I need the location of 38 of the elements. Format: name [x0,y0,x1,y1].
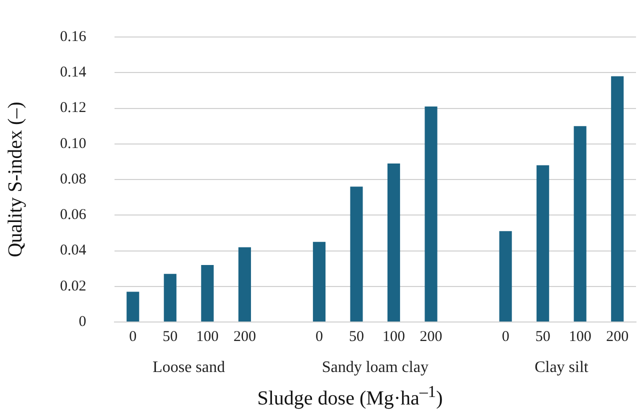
text: Clay silt [534,359,589,376]
y-tick-label: 0.16 [60,28,87,45]
bar [238,247,251,322]
x-tick-label: 100 [568,328,592,345]
x-tick-label: 50 [162,328,178,345]
bar [611,76,624,322]
y-tick-label: 0.06 [60,207,87,224]
bar [424,106,438,322]
bar [387,163,400,322]
y-tick-label: 0.08 [60,171,86,188]
y-tick-label: 0.10 [60,136,86,152]
bar [164,274,176,322]
x-tick-label: 0 [315,328,323,345]
x-tick-label: 50 [535,328,550,345]
x-axis-title: Sludge dose (Mg·ha$^{–1}$) [256,382,444,411]
bar [350,186,363,322]
x-tick-label: 0 [502,328,510,345]
text: Loose sand [152,359,226,376]
bar [536,165,550,322]
x-tick-label: 0 [129,328,137,345]
y-tick-label: 0.04 [60,242,87,259]
bar [312,242,326,322]
y-tick-label: 0.14 [60,64,87,81]
x-tick-label: 100 [196,328,219,345]
x-tick-label: 200 [420,328,442,345]
y-tick-label: 0 [78,314,86,330]
x-tick-label: 100 [382,328,406,345]
x-tick-label: 200 [233,328,256,345]
x-tick-label: 200 [606,328,629,345]
bar [499,231,512,322]
y-tick-label: 0.02 [60,278,86,294]
bar [574,126,586,322]
x-tick-label: 50 [348,328,364,345]
y-tick-label: 0.12 [60,100,86,116]
text: Sandy loam clay [322,359,428,376]
y-axis-title: Quality S-index (–) [4,102,26,258]
bar [201,265,214,322]
bar [126,292,140,322]
